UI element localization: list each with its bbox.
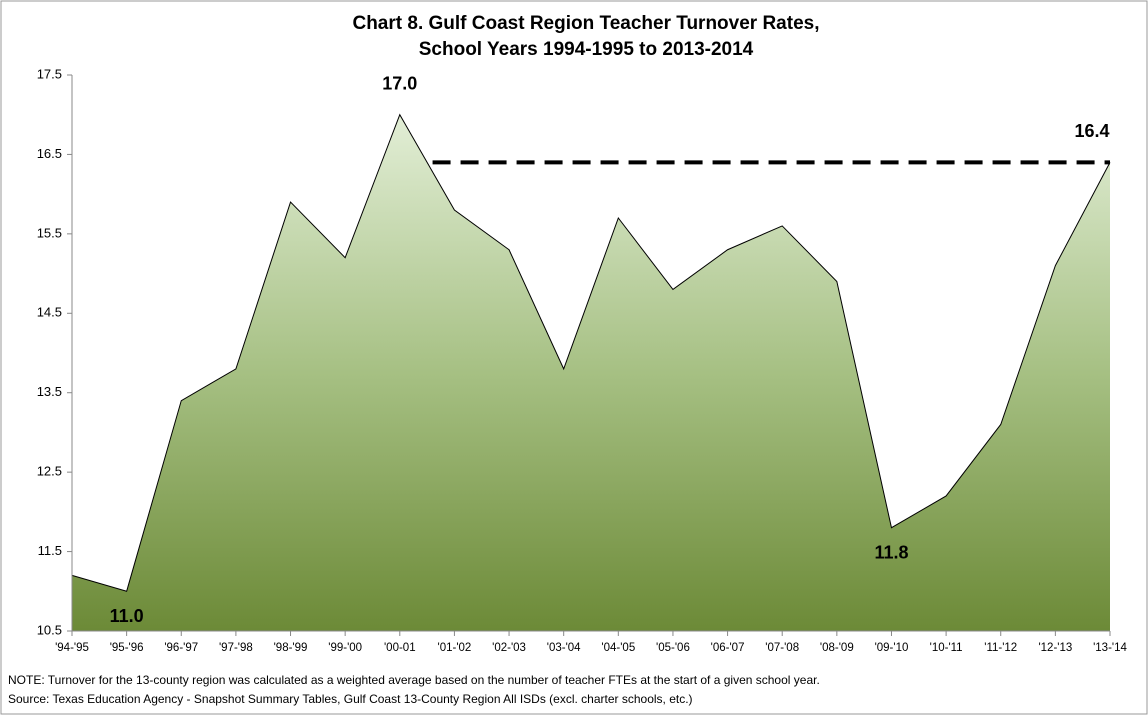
x-tick-label: '04-'05	[601, 642, 635, 654]
x-tick-label: '98-'99	[274, 642, 308, 654]
y-tick-label: 10.5	[37, 622, 62, 637]
x-tick-label: '01-'02	[438, 642, 472, 654]
x-tick-label: '09-'10	[875, 642, 909, 654]
x-tick-label: '94-'95	[55, 642, 89, 654]
x-tick-label: '03-'04	[547, 642, 581, 654]
chart-subtitle: School Years 1994-1995 to 2013-2014	[419, 39, 754, 60]
y-tick-label: 14.5	[37, 305, 62, 320]
area-outline	[71, 113, 1111, 592]
source: Source: Texas Education Agency - Snapsho…	[8, 692, 693, 706]
y-tick-label: 12.5	[37, 464, 62, 479]
data-label: 11.8	[874, 542, 908, 562]
x-tick-label: '00-01	[384, 642, 416, 654]
x-tick-label: '12-'13	[1038, 642, 1072, 654]
x-tick-label: '99-'00	[328, 642, 362, 654]
note: NOTE: Turnover for the 13-county region …	[8, 673, 820, 687]
chart-title: Chart 8. Gulf Coast Region Teacher Turno…	[352, 13, 819, 34]
x-tick-label: '06-'07	[711, 642, 745, 654]
y-tick-label: 15.5	[37, 225, 62, 240]
y-tick-label: 11.5	[38, 543, 62, 558]
x-tick-label: '96-'97	[164, 642, 198, 654]
x-tick-label: '08-'09	[820, 642, 854, 654]
x-tick-label: '05-'06	[656, 642, 690, 654]
data-label: 17.0	[382, 73, 417, 93]
x-tick-label: '95-'96	[110, 642, 144, 654]
data-label: 16.4	[1074, 121, 1109, 141]
y-tick-label: 13.5	[37, 384, 62, 399]
x-tick-label: '11-'12	[984, 642, 1017, 654]
x-tick-label: '02-'03	[492, 642, 526, 654]
data-label: 11.0	[110, 606, 144, 626]
y-tick-label: 17.5	[37, 66, 62, 81]
x-tick-label: '13-'14	[1093, 642, 1127, 654]
x-tick-label: '97-'98	[219, 642, 253, 654]
x-tick-label: '10-'11	[930, 642, 963, 654]
y-tick-label: 16.5	[37, 146, 62, 161]
x-tick-label: '07-'08	[765, 642, 799, 654]
